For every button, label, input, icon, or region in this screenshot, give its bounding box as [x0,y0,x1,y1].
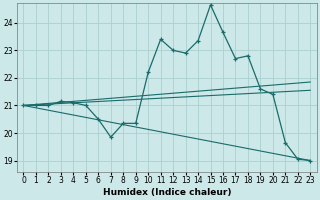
X-axis label: Humidex (Indice chaleur): Humidex (Indice chaleur) [103,188,231,197]
